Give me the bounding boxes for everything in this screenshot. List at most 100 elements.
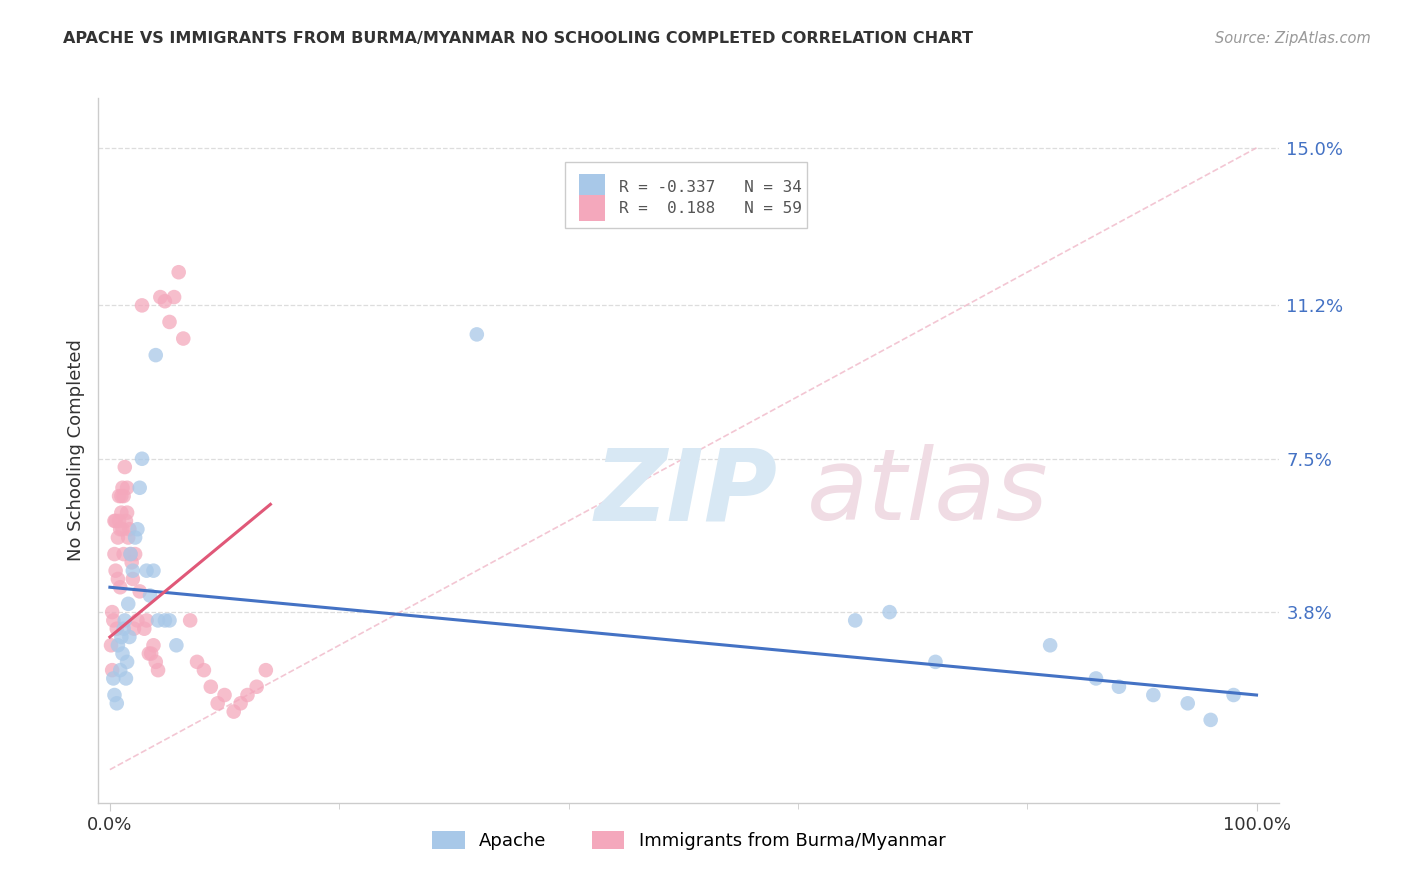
Bar [579, 174, 605, 201]
Point [229, 696, 252, 710]
Point [103, 614, 125, 628]
Point [124, 547, 146, 561]
Point [114, 614, 136, 628]
Point [246, 680, 269, 694]
Point [103, 514, 125, 528]
Point [1039, 638, 1062, 652]
Point [139, 589, 162, 603]
Point [1199, 713, 1222, 727]
Point [214, 688, 236, 702]
Point [105, 696, 128, 710]
FancyBboxPatch shape [565, 161, 807, 228]
Point [924, 655, 946, 669]
Point [172, 332, 194, 346]
Point [108, 580, 131, 594]
Point [145, 348, 167, 362]
Point [127, 522, 149, 536]
Point [146, 614, 169, 628]
Point [254, 663, 277, 677]
Point [121, 564, 143, 578]
Text: APACHE VS IMMIGRANTS FROM BURMA/MYANMAR NO SCHOOLING COMPLETED CORRELATION CHART: APACHE VS IMMIGRANTS FROM BURMA/MYANMAR … [63, 31, 973, 46]
Bar [579, 194, 605, 221]
Point [879, 605, 901, 619]
Point [145, 655, 167, 669]
Point [200, 680, 222, 694]
Point [101, 605, 124, 619]
Point [1085, 672, 1108, 686]
Point [108, 514, 131, 528]
Point [115, 481, 138, 495]
Point [112, 547, 135, 561]
Point [120, 547, 142, 561]
Point [107, 638, 129, 652]
Point [107, 572, 129, 586]
Point [465, 327, 488, 342]
Point [1142, 688, 1164, 702]
Point [222, 705, 245, 719]
Point [120, 547, 142, 561]
Point [135, 614, 157, 628]
Point [165, 638, 187, 652]
Point [134, 622, 156, 636]
Text: R = -0.337   N = 34: R = -0.337 N = 34 [619, 180, 803, 195]
Text: ZIP: ZIP [595, 444, 778, 541]
Point [1222, 688, 1244, 702]
Text: Source: ZipAtlas.com: Source: ZipAtlas.com [1215, 31, 1371, 46]
Legend: Apache, Immigrants from Burma/Myanmar: Apache, Immigrants from Burma/Myanmar [425, 823, 953, 857]
Point [135, 564, 157, 578]
Point [115, 506, 138, 520]
Point [103, 688, 125, 702]
Point [122, 622, 145, 636]
Point [103, 672, 125, 686]
Point [142, 638, 165, 652]
Point [207, 696, 229, 710]
Point [110, 630, 132, 644]
Point [118, 630, 141, 644]
Point [115, 655, 138, 669]
Point [141, 647, 163, 661]
Y-axis label: No Schooling Completed: No Schooling Completed [66, 340, 84, 561]
Point [121, 555, 143, 569]
Point [179, 614, 201, 628]
Point [115, 514, 138, 528]
Point [193, 663, 215, 677]
Point [108, 522, 131, 536]
Point [131, 298, 153, 312]
Point [114, 460, 136, 475]
Point [131, 451, 153, 466]
Text: R =  0.188   N = 59: R = 0.188 N = 59 [619, 201, 803, 216]
Point [118, 522, 141, 536]
Point [186, 655, 208, 669]
Point [121, 572, 143, 586]
Point [101, 663, 124, 677]
Point [128, 481, 150, 495]
Point [117, 531, 139, 545]
Text: atlas: atlas [807, 444, 1049, 541]
Point [1108, 680, 1130, 694]
Point [110, 506, 132, 520]
Point [1177, 696, 1199, 710]
Point [108, 663, 131, 677]
Point [128, 584, 150, 599]
Point [127, 614, 149, 628]
Point [844, 614, 866, 628]
Point [104, 514, 127, 528]
Point [107, 531, 129, 545]
Point [112, 622, 135, 636]
Point [167, 265, 190, 279]
Point [153, 614, 176, 628]
Point [100, 638, 122, 652]
Point [159, 315, 181, 329]
Point [111, 647, 134, 661]
Point [111, 481, 134, 495]
Point [236, 688, 259, 702]
Point [105, 622, 128, 636]
Point [111, 522, 134, 536]
Point [163, 290, 186, 304]
Point [110, 489, 132, 503]
Point [104, 564, 127, 578]
Point [138, 647, 160, 661]
Point [142, 564, 165, 578]
Point [117, 597, 139, 611]
Point [108, 489, 131, 503]
